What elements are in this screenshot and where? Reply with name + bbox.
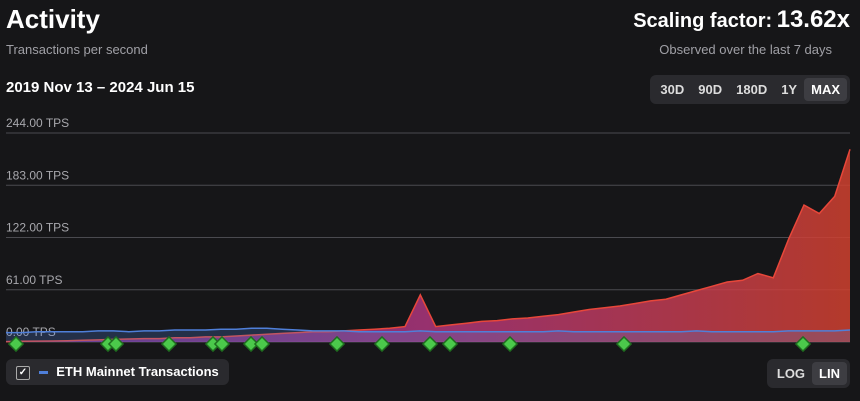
button[interactable]: 180D (736, 82, 768, 97)
subtitle: Transactions per second (6, 42, 148, 57)
milestone (107, 335, 125, 353)
milestone (794, 335, 812, 353)
date-range: 2019 Nov 13 – 2024 Jun 15 (6, 79, 195, 96)
legend-checkbox[interactable]: ✓ (16, 365, 30, 380)
button[interactable]: 30D (660, 82, 685, 97)
legend: ✓ ETH Mainnet Transactions (6, 359, 229, 385)
y-tick-label: 61.00 TPS (6, 273, 62, 287)
line (6, 327, 851, 334)
legend-label[interactable]: ETH Mainnet Transactions (56, 364, 219, 379)
legend-swatch (38, 371, 48, 375)
milestone (242, 335, 260, 353)
milestone (441, 335, 459, 353)
y-tick-label: 244.00 TPS (6, 116, 69, 130)
milestone (373, 335, 391, 353)
milestone (501, 335, 519, 353)
button[interactable]: LIN (812, 362, 847, 385)
milestone (160, 335, 178, 353)
milestone (253, 335, 271, 353)
milestone (615, 335, 633, 353)
scaling-label: Scaling factor: (633, 10, 773, 32)
scale-group: LOG LIN (766, 359, 850, 388)
milestone (421, 335, 439, 353)
button[interactable]: LOG (776, 366, 806, 381)
title: Activity (6, 4, 100, 34)
range-group: 30D 90D 180D 1Y MAX (650, 75, 850, 104)
milestone (328, 335, 346, 353)
milestone (204, 335, 222, 353)
milestone (7, 335, 25, 353)
scaling-note: Observed over the last 7 days (659, 42, 832, 57)
area (6, 149, 850, 342)
y-tick-label: 183.00 TPS (6, 168, 69, 182)
y-tick-label: 122.00 TPS (6, 221, 69, 235)
button[interactable]: 1Y (781, 82, 798, 97)
button[interactable]: MAX (804, 78, 847, 101)
scaling: Scaling factor: 13.62x (633, 6, 850, 34)
scaling-value: 13.62x (776, 6, 850, 33)
button[interactable]: 90D (698, 82, 723, 97)
line (5, 149, 851, 343)
milestone (213, 335, 231, 353)
